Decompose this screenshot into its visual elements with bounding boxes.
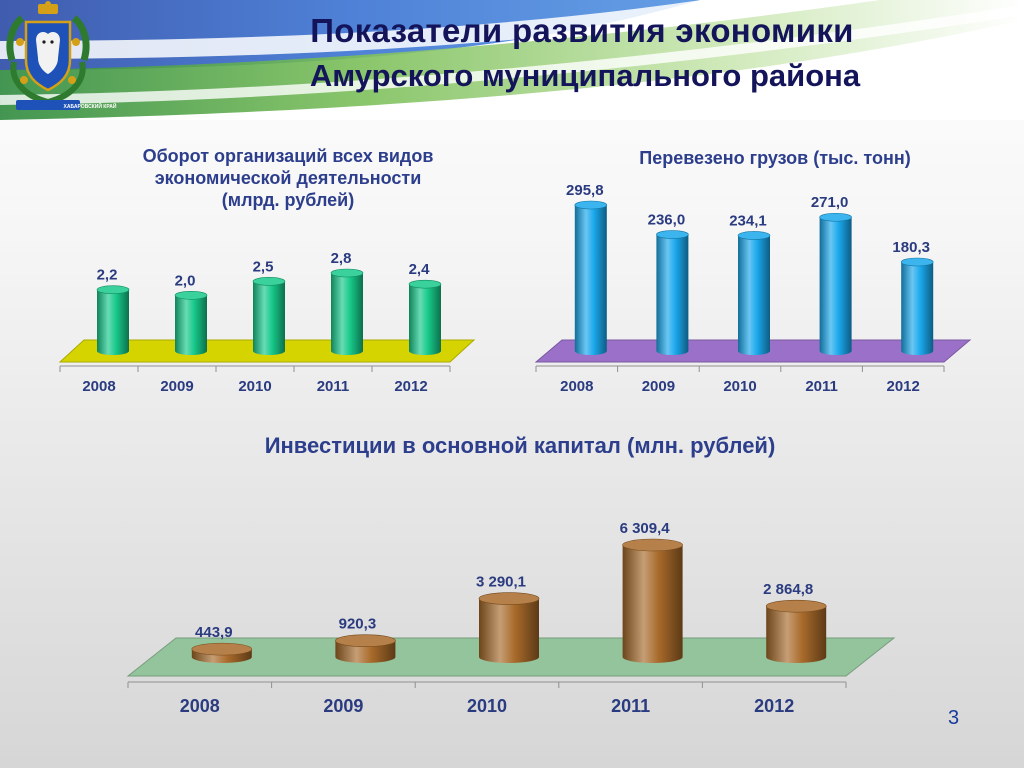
bar-top (252, 277, 286, 286)
x-tick-label: 2011 (317, 378, 350, 395)
bar (335, 634, 396, 663)
bar (478, 592, 540, 663)
bar-body (191, 649, 252, 663)
bar-top (96, 285, 130, 295)
chart-floor (58, 339, 476, 363)
bar-value-label: 2,0 (175, 272, 196, 289)
bar (191, 642, 253, 663)
bar-top (737, 231, 771, 240)
bar-body (901, 262, 934, 355)
bar (574, 200, 608, 355)
bar-top (330, 268, 364, 278)
bar-value-label: 234,1 (729, 212, 767, 229)
bar-value-label: 271,0 (811, 194, 849, 211)
x-tick-label: 2011 (805, 378, 838, 395)
x-tick-label: 2008 (82, 378, 115, 395)
bar-top (174, 290, 208, 300)
bar-body (331, 273, 363, 355)
bar-body (253, 281, 285, 355)
x-tick-label: 2011 (611, 696, 650, 716)
x-tick-label: 2010 (467, 696, 507, 716)
header-background (0, 0, 1024, 120)
header-banner: ХАБАРОВСКИЙ КРАЙ Показатели развития эко… (0, 0, 1024, 120)
chart-floor (126, 637, 896, 677)
bar-body (656, 234, 689, 355)
bar-value-label: 2 864,8 (763, 581, 813, 598)
chart-investment-title: Инвестиции в основной капитал (млн. рубл… (190, 433, 850, 459)
x-tick-label: 2010 (238, 378, 271, 395)
bar-body (97, 289, 129, 355)
chart-cargo-title-line: Перевезено грузов (тыс. тонн) (639, 148, 911, 168)
bar-top (765, 599, 827, 613)
bar (330, 268, 364, 355)
chart-turnover-title-line: Оборот организаций всех видов (142, 146, 434, 166)
bar-value-label: 6 309,4 (620, 520, 671, 537)
bar-top (408, 279, 442, 289)
bar (656, 230, 689, 355)
bar-body (622, 545, 683, 663)
bar-value-label: 3 290,1 (476, 574, 526, 591)
chart-turnover-title: Оборот организаций всех видов экономичес… (118, 145, 458, 211)
bar (96, 285, 130, 355)
bar-body (479, 598, 539, 663)
chart-turnover-title-line: (млрд. рублей) (221, 190, 355, 210)
bar-top (622, 538, 683, 552)
bar (408, 279, 442, 355)
bar-top (574, 200, 608, 210)
bar-body (766, 606, 827, 663)
bar-value-label: 443,9 (195, 624, 233, 641)
bar-body (175, 295, 207, 355)
x-tick-label: 2009 (323, 696, 363, 716)
bar-value-label: 295,8 (566, 182, 604, 199)
x-tick-label: 2009 (160, 378, 193, 395)
x-tick-label: 2012 (887, 378, 920, 395)
page-number: 3 (948, 707, 960, 729)
page-title-line2: Амурского муниципального района (309, 58, 861, 93)
bar-value-label: 180,3 (892, 239, 930, 256)
x-tick-label: 2010 (723, 378, 756, 395)
bar (819, 212, 852, 355)
bar (900, 257, 934, 355)
bar-top (656, 230, 689, 239)
page-title-line1: Показатели развития экономики (310, 12, 854, 49)
bar-body (409, 284, 441, 355)
chart-cargo-title: Перевезено грузов (тыс. тонн) (600, 147, 950, 169)
x-tick-label: 2008 (180, 696, 220, 716)
bar-body (738, 235, 770, 355)
x-tick-label: 2009 (642, 378, 675, 395)
bar-body (335, 640, 396, 663)
bar (622, 538, 683, 663)
bar-top (191, 642, 253, 656)
x-tick-label: 2008 (560, 378, 593, 395)
bar-value-label: 2,8 (331, 250, 352, 267)
coat-of-arms-icon (6, 1, 90, 110)
bar-top (335, 634, 396, 647)
bar (765, 599, 827, 663)
bar-top (819, 212, 852, 222)
bar (174, 290, 208, 355)
chart-investment-title-text: Инвестиции в основной капитал (млн. рубл… (264, 433, 776, 458)
emblem-caption: ХАБАРОВСКИЙ КРАЙ (64, 102, 117, 110)
x-tick-label: 2012 (394, 378, 427, 395)
bar-value-label: 2,5 (253, 258, 274, 275)
chart-turnover-title-line: экономической деятельности (154, 168, 422, 188)
bar-value-label: 2,4 (409, 261, 431, 278)
bar-top (478, 592, 540, 605)
x-tick-label: 2012 (754, 696, 794, 716)
emblem-caption-layer: ХАБАРОВСКИЙ КРАЙ (64, 102, 117, 110)
bar-body (574, 205, 607, 355)
bar-value-label: 2,2 (97, 267, 118, 284)
bar (737, 231, 771, 355)
bar (252, 277, 286, 355)
bar-body (819, 217, 852, 355)
bar-top (900, 257, 934, 267)
bar-value-label: 236,0 (648, 212, 686, 229)
bar-value-label: 920,3 (339, 616, 377, 633)
chart-floor (534, 339, 972, 363)
